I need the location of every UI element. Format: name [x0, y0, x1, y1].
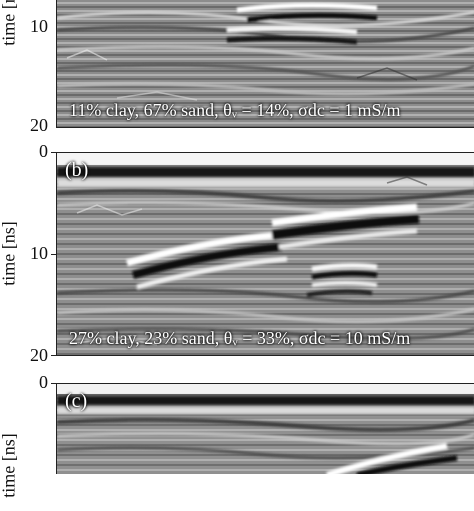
- tick-c-0: 0: [39, 372, 48, 392]
- tick-b-10: 10: [30, 243, 48, 263]
- panel-c-label: (c): [65, 390, 88, 412]
- y-axis-label-b: time [ns]: [0, 221, 19, 286]
- radargram-panel-c: (c): [56, 383, 474, 474]
- tick-mark-b-10: [51, 254, 56, 255]
- y-axis-label-a: time [ns]: [0, 0, 19, 46]
- y-axis-label-c: time [ns]: [0, 433, 19, 498]
- tick-a-10: 10: [30, 16, 48, 36]
- panel-a-caption: 11% clay, 67% sand, θᵥ = 14%, σdc = 1 mS…: [69, 100, 401, 120]
- tick-mark-b-20: [51, 355, 56, 356]
- radargram-panel-a: 11% clay, 67% sand, θᵥ = 14%, σdc = 1 mS…: [56, 0, 474, 128]
- tick-mark-c-0: [51, 383, 56, 384]
- tick-a-20: 20: [30, 115, 48, 135]
- panel-b-caption: 27% clay, 23% sand, θᵥ = 33%, σdc = 10 m…: [69, 328, 411, 348]
- panel-b-label: (b): [65, 159, 89, 181]
- tick-b-20: 20: [30, 345, 48, 365]
- radargram-panel-b: (b) 27% clay, 23% sand, θᵥ = 33%, σdc = …: [56, 152, 474, 356]
- tick-mark-b-0: [51, 152, 56, 153]
- tick-b-0: 0: [39, 141, 48, 161]
